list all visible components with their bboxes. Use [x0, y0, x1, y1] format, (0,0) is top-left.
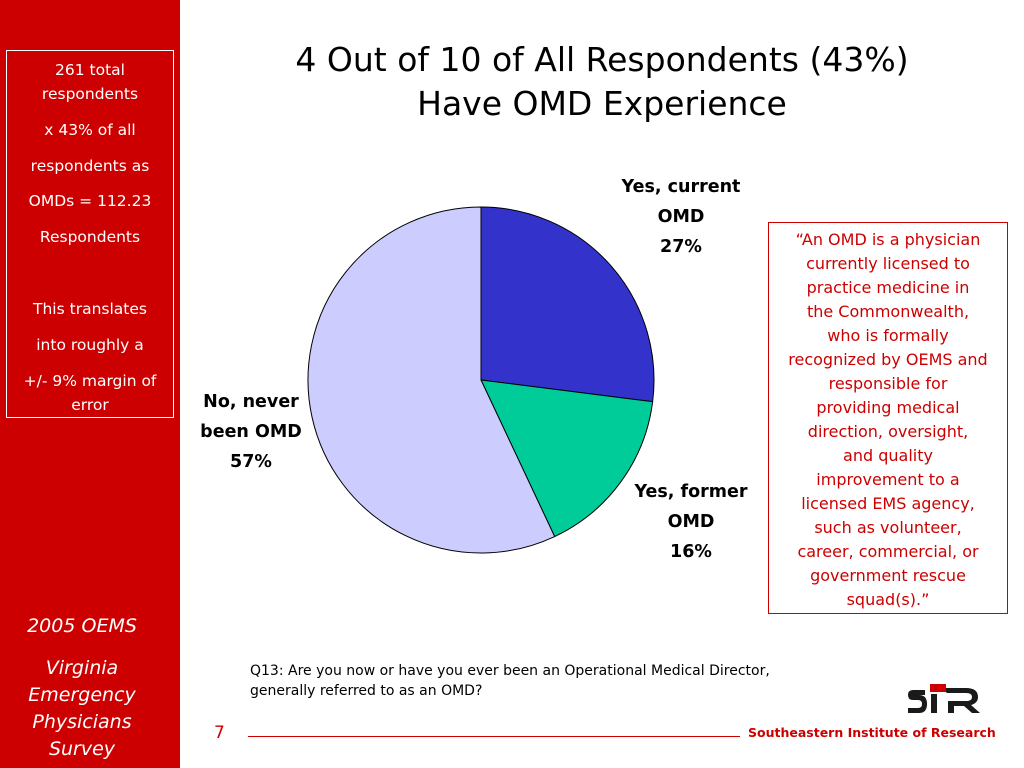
survey-line: Physicians: [32, 711, 132, 733]
stats-line: 261 total: [55, 61, 125, 79]
slice-value-label: 57%: [230, 452, 272, 472]
definition-line: recognized by OEMS and: [788, 350, 988, 369]
question-line: Q13: Are you now or have you ever been a…: [250, 663, 770, 679]
slice-label-line: been OMD: [200, 422, 302, 442]
survey-line: Survey: [48, 738, 116, 760]
slice-value-label: 27%: [660, 237, 702, 257]
slice-label-line: OMD: [657, 207, 705, 227]
pie-slice-0: [480, 206, 655, 403]
definition-line: practice medicine in: [806, 278, 970, 297]
survey-question: Q13: Are you now or have you ever been a…: [250, 661, 850, 701]
slice-label-never: No, never been OMD 57%: [186, 387, 316, 477]
definition-line: direction, oversight,: [807, 422, 969, 441]
survey-line: Emergency: [28, 684, 136, 706]
sidebar: 261 total respondents x 43% of all respo…: [0, 0, 180, 768]
stats-line: into roughly a: [36, 336, 144, 354]
stats-line: This translates: [33, 300, 147, 318]
definition-line: improvement to a: [816, 470, 960, 489]
definition-line: such as volunteer,: [814, 518, 962, 537]
stats-line: error: [71, 396, 109, 414]
slice-label-line: Yes, former: [634, 482, 748, 502]
footer-divider: [248, 736, 740, 737]
definition-line: government rescue: [810, 566, 966, 585]
stats-line: +/- 9% margin of: [23, 372, 157, 390]
definition-line: squad(s).”: [846, 590, 930, 609]
slice-label-line: Yes, current: [621, 177, 741, 197]
survey-line: Virginia: [45, 657, 119, 679]
definition-line: “An OMD is a physician: [795, 230, 981, 249]
definition-line: currently licensed to: [806, 254, 970, 273]
definition-line: providing medical: [816, 398, 960, 417]
slice-label-yes-former: Yes, former OMD 16%: [616, 477, 766, 567]
pie-chart: [307, 206, 655, 554]
definition-line: who is formally: [827, 326, 949, 345]
stats-line: Respondents: [39, 228, 141, 246]
title-line: Have OMD Experience: [417, 84, 787, 123]
stats-box: 261 total respondents x 43% of all respo…: [6, 50, 174, 418]
definition-line: licensed EMS agency,: [801, 494, 975, 513]
slice-value-label: 16%: [670, 542, 712, 562]
slice-label-line: OMD: [667, 512, 715, 532]
slice-label-line: No, never: [203, 392, 299, 412]
definition-line: the Commonwealth,: [806, 302, 970, 321]
stats-line: respondents as: [30, 157, 150, 175]
question-line: generally referred to as an OMD?: [250, 683, 483, 699]
stats-line: x 43% of all: [44, 121, 136, 139]
sir-logo: [908, 684, 980, 713]
page-number: 7: [214, 723, 225, 743]
slice-label-yes-current: Yes, current OMD 27%: [606, 172, 756, 262]
stats-line: respondents: [41, 85, 139, 103]
omd-definition-box: “An OMD is a physician currently licensed…: [768, 222, 1008, 614]
stats-line: OMDs = 112.23: [28, 192, 152, 210]
definition-line: responsible for: [828, 374, 948, 393]
definition-line: and quality: [843, 446, 933, 465]
survey-year: 2005 OEMS: [27, 615, 137, 637]
definition-line: career, commercial, or: [797, 542, 979, 561]
title-line: 4 Out of 10 of All Respondents (43%): [295, 40, 909, 79]
organization-name: Southeastern Institute of Research: [748, 725, 996, 740]
pie-slice-1: [480, 379, 654, 538]
pie-slice-2: [307, 206, 556, 554]
slide-title: 4 Out of 10 of All Respondents (43%) Hav…: [180, 38, 1024, 126]
